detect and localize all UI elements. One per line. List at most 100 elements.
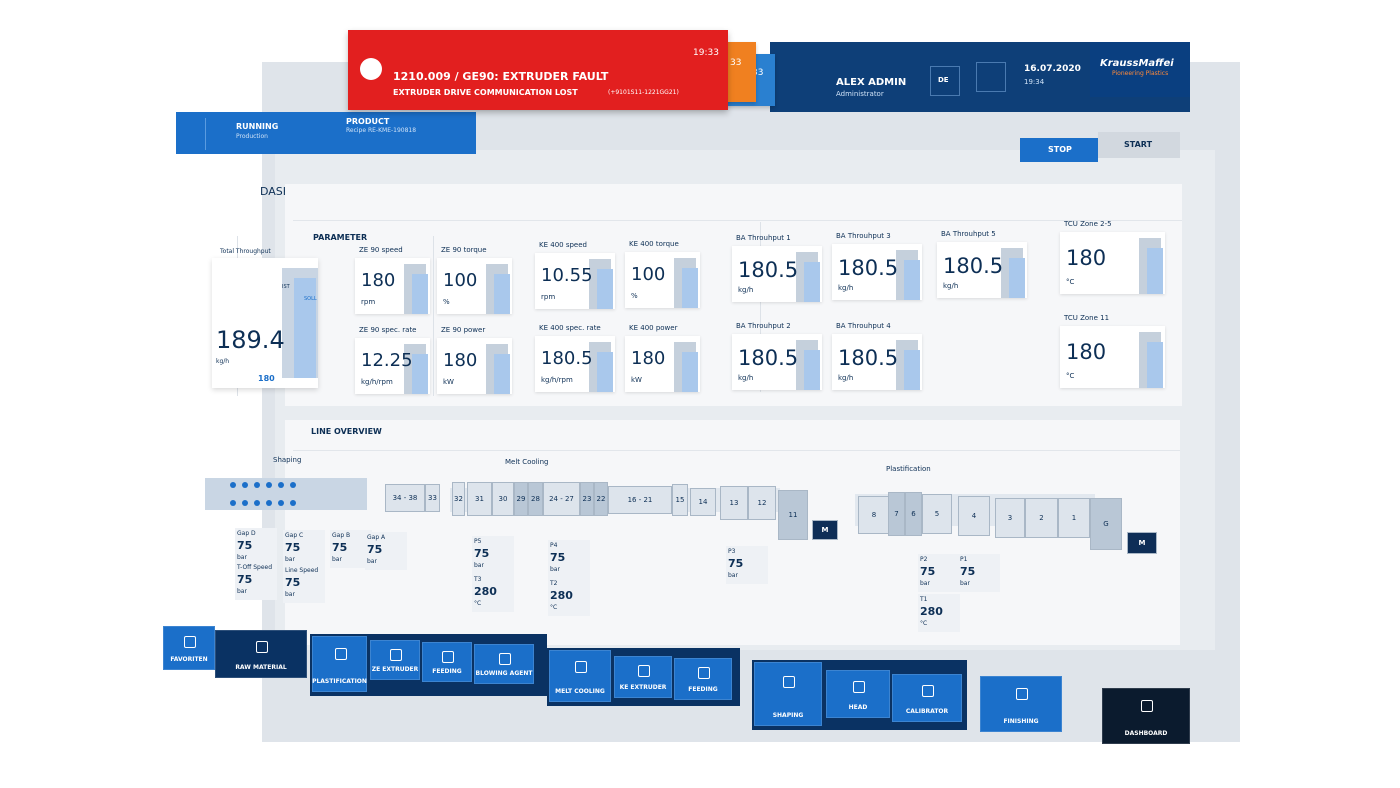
sensor-value: 75 [367,543,383,556]
nav-button[interactable]: FAVORITEN [163,626,215,670]
segment: 5 [922,494,952,534]
nav-icon [1016,688,1028,701]
sensor: P4 75 bar [548,540,590,578]
section-label: Shaping [273,456,302,464]
segment: 31 [467,482,492,516]
roller [242,482,248,488]
segment: 4 [958,496,990,536]
sensor-label: T2 [550,580,558,587]
sensor-value: 75 [285,576,301,589]
stop-label: STOP [1048,145,1072,154]
alert-code: (+9101S11-1221GG21) [608,89,679,96]
nav-icon [853,680,865,693]
sensor-value: 75 [474,547,490,560]
nav-button[interactable]: PLASTIFICATION [312,636,367,692]
segment-label: 30 [498,495,508,503]
tile-unit: rpm [361,298,376,306]
parameter-tile: 180.5 kg/h [732,246,822,302]
sensor-label: P4 [550,542,558,549]
nav-button[interactable]: FINISHING [980,676,1062,732]
tile-unit: kW [631,376,642,384]
nav-button[interactable]: BLOWING AGENT [474,644,534,684]
segment: 16 - 21 [608,486,672,514]
roller [290,482,296,488]
sensor-unit: bar [960,580,970,587]
user-name: ALEX ADMIN [836,77,907,88]
sensor: P1 75 bar [958,554,1000,592]
roller [242,500,248,506]
time: 19:34 [1024,78,1045,86]
nav-button[interactable]: CALIBRATOR [892,674,962,722]
sensor-label: Gap D [237,530,256,537]
nav-label: FEEDING [688,686,718,693]
parameter-tile: 100% [437,258,512,314]
tile-bar [1147,248,1163,294]
nav-icon [390,649,402,661]
segment-label: 1 [1071,514,1077,522]
total-value: 189.4 [216,326,285,354]
segment: 34 - 38 [385,484,425,512]
segment-label: 3 [1007,514,1013,522]
segment: 13 [720,486,748,520]
tile-label: KE 400 power [629,324,678,332]
segment: 29 [514,482,528,516]
menu-button[interactable] [176,118,206,150]
alert-red: 1210.009 / GE90: EXTRUDER FAULT EXTRUDER … [348,30,728,110]
sensor-value: 280 [920,605,943,618]
tile-bar [804,262,820,302]
nav-icon [442,651,454,663]
segment: 14 [690,488,716,516]
roller [254,500,260,506]
tagline: Pioneering Plastics [1112,70,1169,77]
sensor-unit: bar [285,556,295,563]
sensor-unit: bar [237,588,247,595]
sensor-label: Gap A [367,534,386,541]
nav-label: DASHBOARD [1124,730,1168,737]
roller [266,500,272,506]
total-setpoint: 180 [258,374,275,383]
alert-icon [360,58,382,80]
product: PRODUCT [346,117,390,126]
nav-label: RAW MATERIAL [235,664,287,671]
sensor-unit: °C [550,604,558,611]
sensor: Gap A 75 bar [365,532,407,570]
sensor: T-Off Speed 75 bar [235,562,277,600]
sensor-value: 75 [550,551,566,564]
sensor-unit: °C [474,600,482,607]
start-button[interactable]: START [1098,132,1180,158]
tile-bar [804,350,820,390]
tile-value: 180.5 [738,346,799,371]
stop-button[interactable]: STOP [1020,138,1098,162]
roller [230,482,236,488]
nav-button[interactable]: SHAPING [754,662,822,726]
nav-button[interactable]: HEAD [826,670,890,718]
tile-value: 180 [1066,245,1107,270]
segment-label: G [1103,520,1109,528]
nav-button[interactable]: MELT COOLING [549,650,611,702]
nav-button[interactable]: KE EXTRUDER [614,656,672,698]
tile-value: 180 [361,270,396,292]
segment-label: 33 [428,494,437,502]
help-button[interactable] [976,62,1006,92]
tile-value: 180.5 [738,258,799,283]
parameter-tile: 100% [625,252,700,308]
segment: 22 [594,482,608,516]
segment-label: 12 [757,499,767,507]
nav-button[interactable]: RAW MATERIAL [215,630,307,678]
nav-label: SHAPING [772,712,804,719]
nav-label: FINISHING [1003,718,1039,725]
language-button[interactable] [930,66,960,96]
nav-button[interactable]: ZE EXTRUDER [370,640,420,680]
nav-button[interactable]: FEEDING [422,642,472,682]
alert-title: 1210.009 / GE90: EXTRUDER FAULT [393,70,609,83]
segment-label: 15 [675,496,685,504]
nav-button[interactable]: FEEDING [674,658,732,700]
parameter-tile: 180 kW [437,338,512,394]
nav-label: PLASTIFICATION [312,678,367,685]
tile-bar [412,274,428,314]
parameter-tile: 180.5 kg/h [732,334,822,390]
nav-button[interactable]: DASHBOARD [1102,688,1190,744]
segment-label: M [821,526,829,534]
nav-icon [499,653,511,665]
parameter-tile: 180 kW [625,336,700,392]
